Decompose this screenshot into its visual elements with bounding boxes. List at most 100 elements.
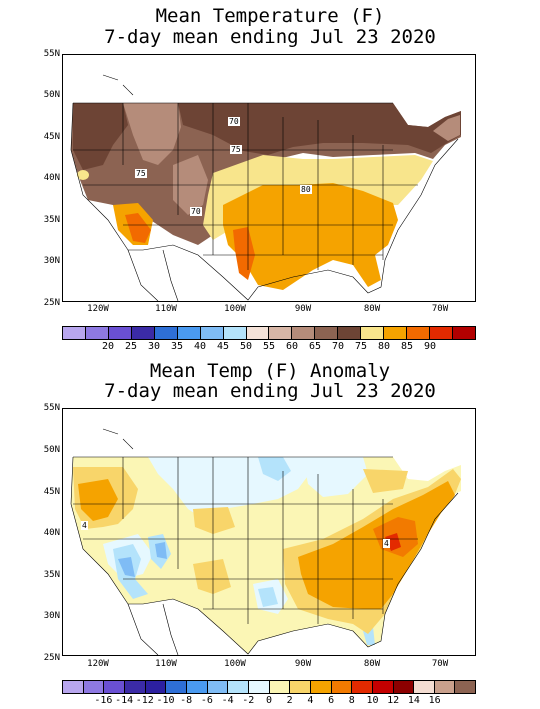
- colorbar-tick-label: 4: [307, 695, 314, 706]
- top-title-line2: 7-day mean ending Jul 23 2020: [104, 26, 436, 48]
- region-75-80: [73, 103, 128, 170]
- colorbar-tick-label: 60: [285, 341, 299, 352]
- bottom-colorbar: [62, 680, 476, 694]
- colorbar-swatch: [269, 681, 291, 693]
- top-lon-label: 100W: [224, 304, 246, 314]
- colorbar-swatch: [145, 681, 167, 693]
- colorbar-tick-label: 90: [423, 341, 437, 352]
- colorbar-swatch: [200, 327, 224, 339]
- colorbar-swatch: [248, 681, 270, 693]
- top-title-line1: Mean Temperature (F): [155, 5, 385, 27]
- bottom-lon-label: 90W: [294, 659, 312, 669]
- colorbar-tick-label: -16: [94, 695, 113, 706]
- colorbar-tick-label: 40: [193, 341, 207, 352]
- colorbar-swatch: [269, 327, 293, 339]
- region-80-85: [203, 155, 433, 240]
- bottom-title-line1: Mean Temp (F) Anomaly: [149, 360, 391, 382]
- colorbar-tick-label: 80: [377, 341, 391, 352]
- colorbar-tick-label: 16: [428, 695, 441, 706]
- bottom-lon-label: 70W: [431, 659, 449, 669]
- colorbar-tick-label: -6: [200, 695, 213, 706]
- colorbar-swatch: [131, 327, 155, 339]
- colorbar-swatch: [310, 681, 332, 693]
- colorbar-tick-label: -12: [135, 695, 154, 706]
- colorbar-tick-label: 25: [124, 341, 138, 352]
- colorbar-tick-label: 10: [366, 695, 379, 706]
- colorbar-swatch: [452, 327, 475, 339]
- colorbar-swatch: [83, 681, 105, 693]
- bottom-lat-label: 50N: [43, 445, 60, 455]
- bottom-lon-label: 110W: [155, 659, 177, 669]
- bottom-lon-label: 80W: [363, 659, 381, 669]
- colorbar-tick-label: 0: [265, 695, 273, 706]
- colorbar-swatch: [352, 681, 373, 693]
- colorbar-swatch: [124, 681, 146, 693]
- region-85-90: [223, 183, 398, 290]
- colorbar-swatch: [384, 327, 408, 339]
- colorbar-swatch: [63, 327, 86, 339]
- coastlines: [102, 74, 179, 301]
- colorbar-swatch: [63, 681, 84, 693]
- top-lon-label: 90W: [294, 304, 312, 314]
- region-90-plus: [233, 227, 255, 280]
- colorbar-swatch: [85, 327, 109, 339]
- region-2-4: [363, 469, 408, 493]
- top-lat-label: 25N: [43, 298, 60, 308]
- colorbar-swatch: [361, 327, 385, 339]
- colorbar-swatch: [315, 327, 339, 339]
- bottom-map-svg: [70, 428, 461, 655]
- colorbar-tick-label: 30: [147, 341, 161, 352]
- top-lat-label: 40N: [43, 173, 60, 183]
- top-colorbar: [62, 326, 476, 340]
- region-90-plus: [125, 213, 151, 243]
- top-map-svg: [70, 74, 461, 301]
- bottom-lat-label: 55N: [43, 403, 60, 413]
- colorbar-swatch: [407, 327, 430, 339]
- bottom-anomaly-map: 4 4: [62, 408, 476, 656]
- colorbar-swatch: [154, 327, 178, 339]
- colorbar-swatch: [228, 681, 249, 693]
- top-lon-label: 70W: [431, 304, 449, 314]
- colorbar-swatch: [372, 681, 394, 693]
- coastlines: [102, 428, 179, 655]
- colorbar-swatch: [434, 681, 456, 693]
- contour-label: 70: [228, 117, 240, 126]
- colorbar-tick-label: 75: [354, 341, 368, 352]
- top-lat-label: 45N: [43, 132, 60, 142]
- colorbar-swatch: [166, 681, 187, 693]
- top-lon-label: 120W: [87, 304, 109, 314]
- colorbar-tick-label: 2: [286, 695, 293, 706]
- colorbar-swatch: [292, 327, 316, 339]
- colorbar-swatch: [246, 327, 270, 339]
- contour-label: 80: [300, 185, 312, 194]
- region-8-10: [385, 533, 401, 551]
- colorbar-tick-label: -10: [156, 695, 175, 706]
- colorbar-tick-label: 70: [331, 341, 345, 352]
- colorbar-tick-label: 35: [170, 341, 184, 352]
- colorbar-swatch: [207, 681, 229, 693]
- colorbar-tick-label: -4: [221, 695, 234, 706]
- top-lat-label: 35N: [43, 215, 60, 225]
- colorbar-swatch: [223, 327, 247, 339]
- top-lon-label: 110W: [155, 304, 177, 314]
- bottom-lat-label: 30N: [43, 611, 60, 621]
- bottom-title-line2: 7-day mean ending Jul 23 2020: [104, 380, 436, 402]
- colorbar-swatch: [393, 681, 415, 693]
- colorbar-tick-label: -14: [115, 695, 134, 706]
- colorbar-swatch: [108, 327, 132, 339]
- colorbar-swatch: [177, 327, 201, 339]
- colorbar-swatch: [455, 681, 476, 693]
- colorbar-swatch: [290, 681, 311, 693]
- colorbar-tick-label: 12: [387, 695, 400, 706]
- state-boundaries: [70, 456, 459, 655]
- region-minus4-minus2: [258, 587, 278, 607]
- region-2-4: [193, 559, 231, 594]
- region-4-6: [298, 481, 455, 609]
- colorbar-tick-label: -2: [242, 695, 255, 706]
- region-minus2-0: [303, 457, 368, 497]
- top-lat-label: 55N: [43, 49, 60, 59]
- colorbar-swatch: [104, 681, 125, 693]
- region-65-70: [433, 115, 460, 141]
- bottom-lat-label: 25N: [43, 653, 60, 663]
- bottom-lon-label: 120W: [87, 659, 109, 669]
